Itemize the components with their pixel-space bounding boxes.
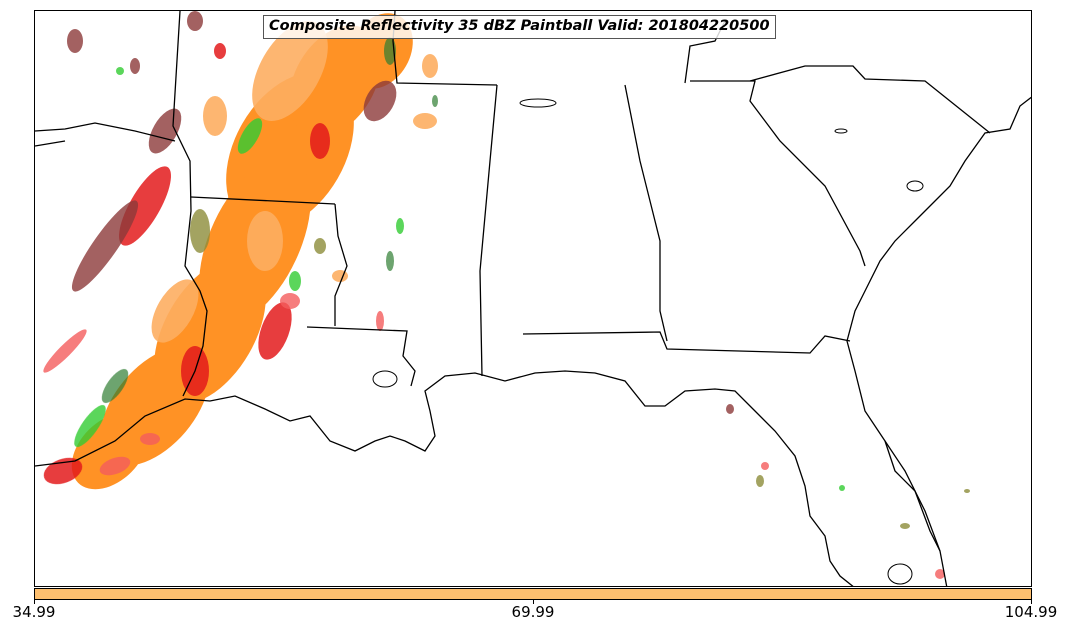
pink-echo-streaks: [43, 293, 945, 579]
map-frame: [34, 10, 1032, 587]
atlantic-coast: [846, 96, 1031, 586]
nc-sc-border: [749, 65, 991, 134]
olive-echoes: [190, 209, 970, 529]
tn-south-border: [190, 196, 336, 205]
colorbar-tick-left: [34, 600, 35, 604]
colorbar: [34, 588, 1032, 600]
map-canvas: [35, 11, 1031, 586]
al-ga-border: [624, 84, 668, 342]
al-fl-border: [522, 331, 851, 354]
brown-echoes: [67, 11, 734, 414]
ar-mo-border: [35, 122, 176, 142]
ms-east-border: [334, 203, 348, 326]
colorbar-tick-right: [1031, 600, 1032, 604]
colorbar-tick-label-middle: 69.99: [511, 603, 555, 621]
ms-al-border: [479, 84, 498, 377]
gulf-coast: [35, 370, 854, 586]
ga-sc-border: [690, 80, 866, 267]
map-outlines: [35, 11, 1031, 586]
orange-echo-band: [71, 13, 413, 490]
la-ms-border: [306, 326, 416, 387]
lakes-islands: [372, 98, 924, 585]
light-orange-echoes: [151, 21, 438, 343]
colorbar-tick-middle: [533, 600, 534, 604]
fl-east-coast: [884, 440, 941, 552]
green-echoes: [74, 67, 845, 491]
map-title: Composite Reflectivity 35 dBZ Paintball …: [263, 15, 776, 39]
mississippi-river-boundary: [172, 11, 208, 397]
ok-ar-border: [35, 140, 66, 147]
reflectivity-paintball: [43, 11, 970, 579]
colorbar-tick-label-left: 34.99: [12, 603, 56, 621]
colorbar-tick-label-right: 104.99: [1004, 603, 1058, 621]
